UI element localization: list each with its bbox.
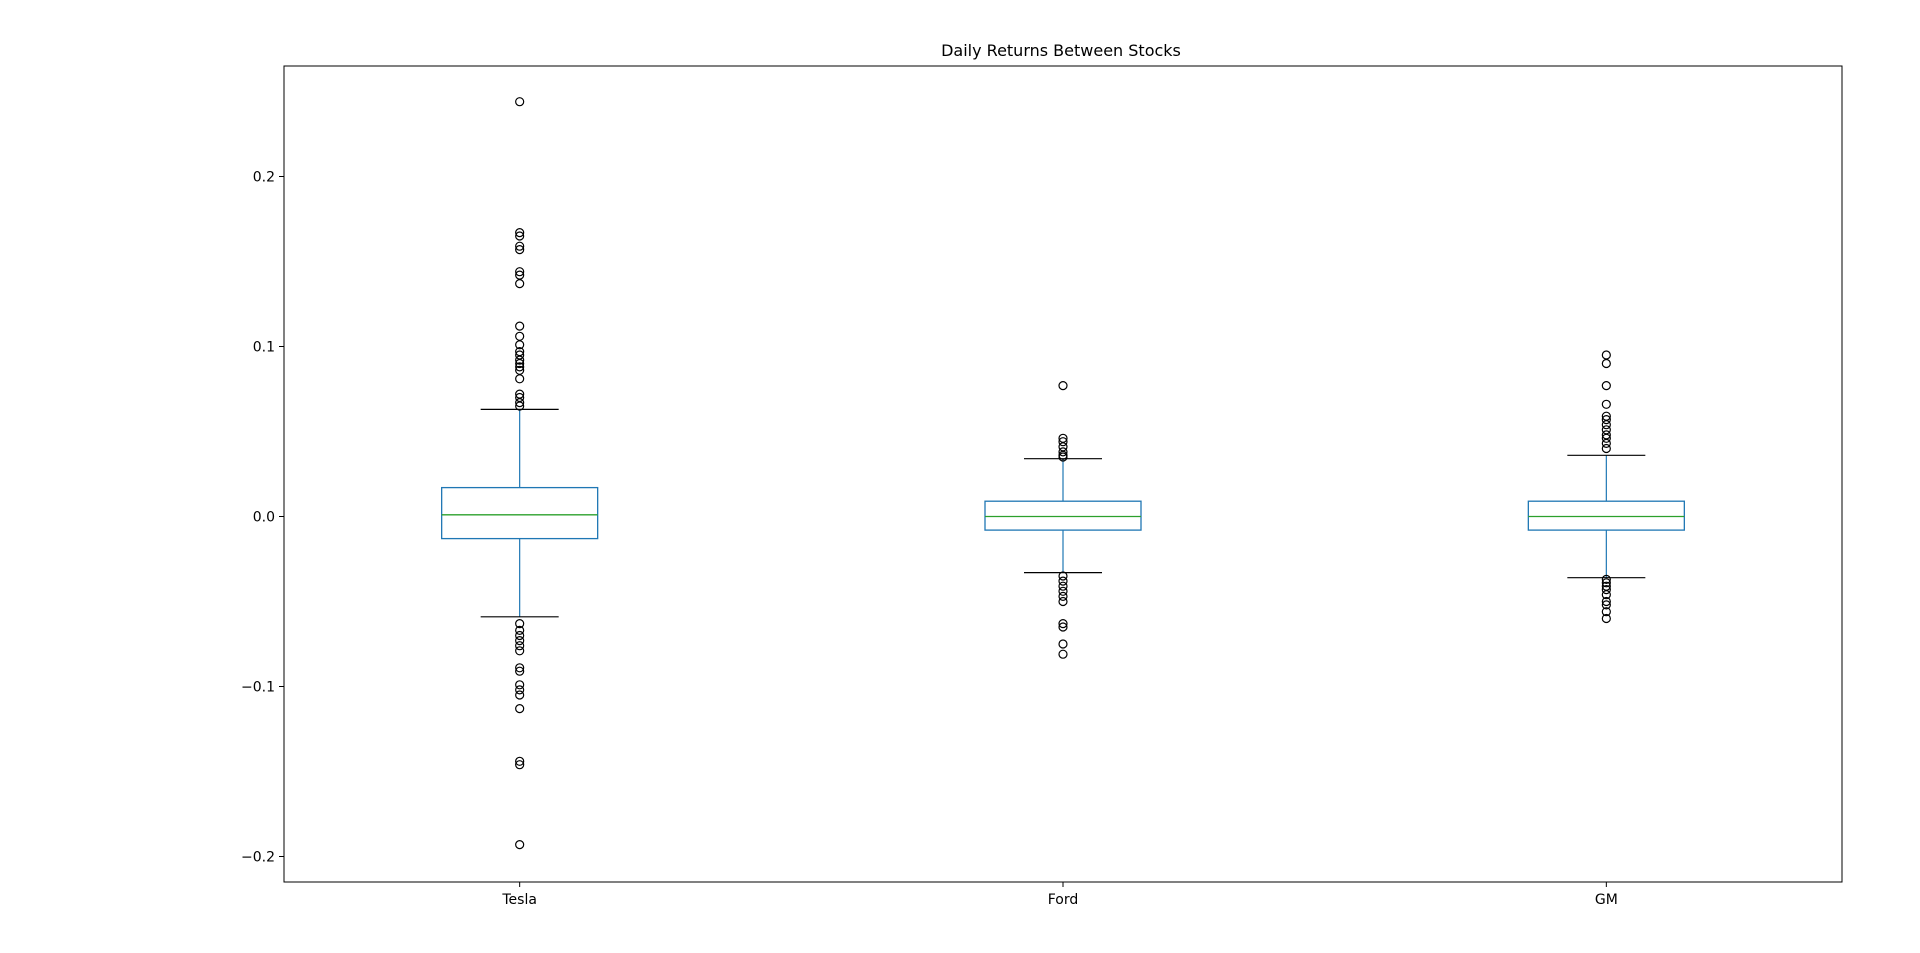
outlier-point — [515, 630, 525, 641]
outlier-point — [1601, 613, 1611, 624]
x-tick-label: Ford — [1048, 892, 1079, 908]
outlier-point — [515, 321, 525, 331]
outlier-point — [515, 680, 525, 690]
outlier-point — [1058, 596, 1068, 607]
outlier-point — [1601, 420, 1611, 430]
outlier-point — [1058, 618, 1068, 629]
outlier-point — [1058, 591, 1068, 602]
outlier-point — [1058, 576, 1068, 586]
outlier-point — [515, 756, 525, 766]
outlier-point — [515, 398, 525, 408]
y-tick-label: 0.1 — [253, 340, 275, 356]
y-tick-label: −0.2 — [241, 850, 275, 866]
y-tick-label: −0.1 — [241, 680, 275, 696]
outlier-point — [515, 685, 525, 695]
outlier-point — [515, 331, 525, 341]
outlier-point — [515, 703, 525, 714]
outlier-point — [1601, 578, 1611, 588]
outlier-point — [1058, 571, 1068, 581]
y-tick-label: 0.0 — [253, 510, 275, 526]
outlier-point — [515, 625, 525, 636]
y-tick-label: 0.2 — [253, 170, 275, 186]
outlier-point — [1601, 600, 1611, 610]
outlier-point — [515, 231, 525, 241]
outlier-point — [1058, 447, 1068, 457]
outlier-point — [1058, 639, 1068, 649]
outlier-point — [1058, 586, 1068, 596]
outlier-point — [515, 228, 525, 238]
outlier-point — [515, 358, 525, 369]
outlier-point — [515, 839, 525, 850]
outlier-point — [515, 267, 525, 277]
outlier-point — [515, 279, 525, 289]
outlier-point — [1601, 438, 1611, 448]
outlier-point — [515, 618, 525, 629]
outlier-point — [515, 690, 525, 700]
outlier-point — [1601, 574, 1611, 585]
outlier-point — [1601, 607, 1611, 617]
outlier-point — [1601, 596, 1611, 607]
x-tick-label: Tesla — [501, 892, 537, 908]
outlier-point — [1601, 358, 1611, 369]
outlier-point — [515, 374, 525, 384]
outlier-point — [1601, 433, 1611, 443]
outlier-point — [515, 97, 525, 107]
outlier-point — [515, 646, 525, 656]
outlier-point — [515, 362, 525, 372]
outlier-point — [1601, 415, 1611, 425]
outlier-point — [1601, 399, 1611, 409]
outlier-point — [1601, 590, 1611, 600]
outlier-point — [515, 663, 525, 673]
plot-area: −0.2 −0.1 0.0 0.1 0.2 Tesla Ford GM — [241, 65, 1843, 908]
outlier-point — [515, 241, 525, 251]
outlier-point — [515, 245, 525, 255]
outlier-point — [515, 401, 525, 411]
outlier-point — [515, 355, 525, 365]
outlier-point — [1058, 452, 1068, 462]
box-iqr — [441, 486, 599, 540]
outlier-point — [1601, 584, 1611, 595]
outlier-point — [1058, 649, 1068, 659]
outlier-point — [1058, 622, 1068, 632]
outlier-point — [1058, 437, 1068, 447]
chart-title: Daily Returns Between Stocks — [941, 41, 1181, 60]
outlier-point — [515, 666, 525, 676]
outlier-point — [515, 340, 525, 350]
box-iqr — [1527, 500, 1685, 531]
outlier-point — [1601, 350, 1611, 360]
outlier-point — [1601, 443, 1611, 454]
outlier-point — [1058, 381, 1068, 391]
outlier-point — [1058, 581, 1068, 591]
x-tick-label: GM — [1595, 892, 1618, 908]
outlier-point — [1601, 381, 1611, 391]
box-iqr — [984, 500, 1142, 531]
outlier-point — [515, 760, 525, 770]
outlier-point — [515, 641, 525, 651]
outlier-point — [515, 635, 525, 646]
